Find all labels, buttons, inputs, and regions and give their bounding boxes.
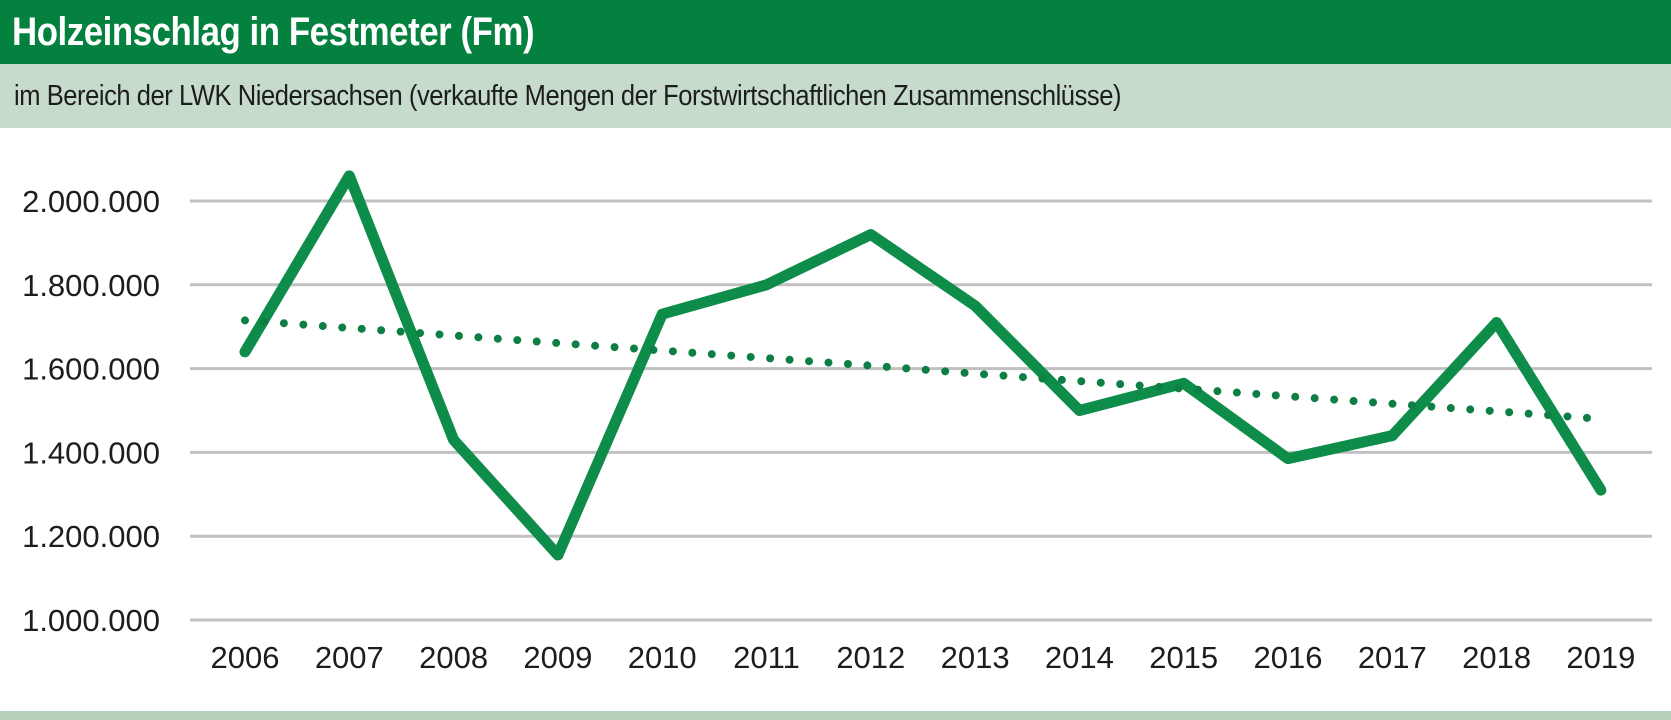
x-axis-tick-label: 2015 xyxy=(1149,640,1218,675)
page-title: Holzeinschlag in Festmeter (Fm) xyxy=(12,9,535,54)
y-axis-tick-label: 1.400.000 xyxy=(22,435,160,470)
x-axis-tick-label: 2013 xyxy=(941,640,1010,675)
bottom-strip xyxy=(0,711,1671,720)
y-axis-tick-label: 1.600.000 xyxy=(22,352,160,387)
data-line xyxy=(239,170,1607,561)
header-bar: Holzeinschlag in Festmeter (Fm) xyxy=(0,0,1671,64)
x-axis-tick-label: 2010 xyxy=(628,640,697,675)
chart-subtitle: im Bereich der LWK Niedersachsen (verkau… xyxy=(14,79,1122,112)
x-axis-tick-label: 2019 xyxy=(1566,640,1635,675)
x-axis-tick-label: 2012 xyxy=(836,640,905,675)
x-axis-tick-label: 2006 xyxy=(211,640,280,675)
trend-line xyxy=(241,316,1605,423)
y-axis-tick-label: 1.000.000 xyxy=(22,603,160,638)
x-axis-tick-label: 2014 xyxy=(1045,640,1114,675)
x-axis-tick-label: 2008 xyxy=(419,640,488,675)
x-axis-tick-label: 2007 xyxy=(315,640,384,675)
y-axis-tick-label: 1.800.000 xyxy=(22,268,160,303)
y-axis-tick-label: 2.000.000 xyxy=(22,184,160,219)
x-axis-tick-label: 2009 xyxy=(523,640,592,675)
x-axis-tick-label: 2016 xyxy=(1254,640,1323,675)
x-axis-tick-label: 2018 xyxy=(1462,640,1531,675)
subtitle-bar: im Bereich der LWK Niedersachsen (verkau… xyxy=(0,64,1671,128)
y-axis-tick-label: 1.200.000 xyxy=(22,519,160,554)
x-axis-tick-label: 2011 xyxy=(733,640,800,675)
x-axis-tick-label: 2017 xyxy=(1358,640,1427,675)
